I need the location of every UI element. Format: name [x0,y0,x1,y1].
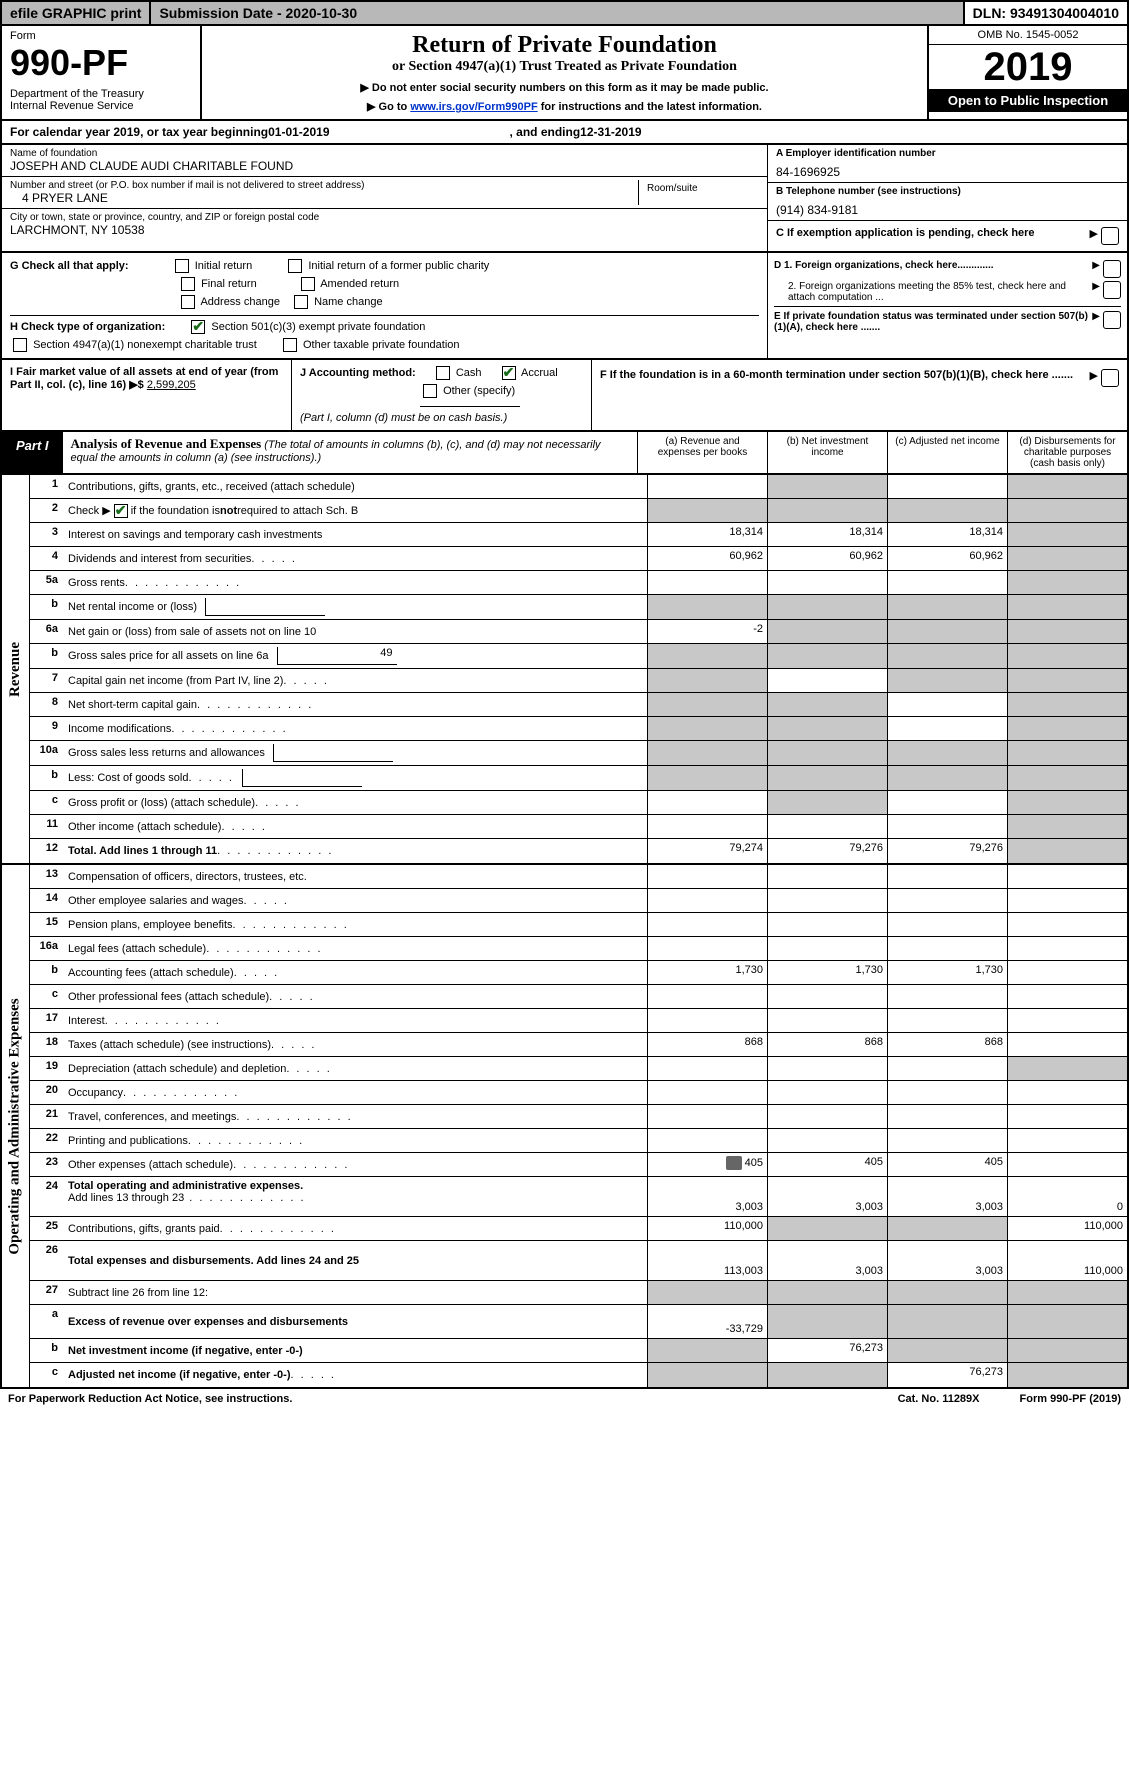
part-1-header: Part I Analysis of Revenue and Expenses … [0,432,1129,475]
col-c-header: (c) Adjusted net income [887,432,1007,473]
r2-checkbox[interactable] [114,504,128,518]
form-word: Form [10,30,192,42]
i-j-row: I Fair market value of all assets at end… [0,360,1129,432]
room-suite: Room/suite [639,180,759,205]
revenue-side-label: Revenue [2,475,30,863]
g-label: G Check all that apply: [10,260,129,272]
form-title: Return of Private Foundation [208,32,921,59]
col-d-header: (d) Disbursements for charitable purpose… [1007,432,1127,473]
j-cash[interactable] [436,366,450,380]
dept-1: Department of the Treasury [10,88,192,100]
g-address-change[interactable] [181,295,195,309]
e-checkbox[interactable] [1103,311,1121,329]
h-4947[interactable] [13,338,27,352]
omb-number: OMB No. 1545-0052 [929,26,1127,45]
note-2: ▶ Go to www.irs.gov/Form990PF for instru… [208,100,921,113]
c-pending-cell: C If exemption application is pending, c… [768,221,1127,251]
top-bar: efile GRAPHIC print Submission Date - 20… [0,0,1129,26]
dln: DLN: 93491304004010 [965,2,1127,24]
expenses-side-label: Operating and Administrative Expenses [2,865,30,1387]
header-mid: Return of Private Foundation or Section … [202,26,927,119]
d2-checkbox[interactable] [1103,281,1121,299]
foundation-name-cell: Name of foundation JOSEPH AND CLAUDE AUD… [2,145,767,177]
revenue-grid: Revenue 1Contributions, gifts, grants, e… [0,475,1129,865]
paperwork-notice: For Paperwork Reduction Act Notice, see … [8,1393,292,1405]
h-501c3[interactable] [191,320,205,334]
col-b-header: (b) Net investment income [767,432,887,473]
city-cell: City or town, state or province, country… [2,209,767,240]
calendar-year-row: For calendar year 2019, or tax year begi… [0,121,1129,145]
form-subtitle: or Section 4947(a)(1) Trust Treated as P… [208,59,921,75]
g-final-return[interactable] [181,277,195,291]
open-to-public: Open to Public Inspection [929,89,1127,112]
phone-cell: B Telephone number (see instructions) (9… [768,183,1127,221]
submission-date: Submission Date - 2020-10-30 [151,2,964,24]
check-section-g: G Check all that apply: Initial return I… [0,253,1129,360]
ein-cell: A Employer identification number 84-1696… [768,145,1127,183]
efile-label: efile GRAPHIC print [2,2,151,24]
c-checkbox[interactable] [1101,227,1119,245]
header-right: OMB No. 1545-0052 2019 Open to Public In… [927,26,1127,119]
form-ref: Form 990-PF (2019) [1020,1393,1121,1405]
info-block: Name of foundation JOSEPH AND CLAUDE AUD… [0,145,1129,253]
g-amended[interactable] [301,277,315,291]
col-a-header: (a) Revenue and expenses per books [637,432,767,473]
form-number: 990-PF [10,42,192,84]
attachment-icon[interactable] [726,1156,742,1170]
header-left: Form 990-PF Department of the Treasury I… [2,26,202,119]
h-label: H Check type of organization: [10,321,165,333]
irs-link[interactable]: www.irs.gov/Form990PF [410,101,537,113]
form-header: Form 990-PF Department of the Treasury I… [0,26,1129,121]
g-name-change[interactable] [294,295,308,309]
page-footer: For Paperwork Reduction Act Notice, see … [0,1389,1129,1409]
j-other[interactable] [423,384,437,398]
f-checkbox[interactable] [1101,369,1119,387]
j-accrual[interactable] [502,366,516,380]
tax-year: 2019 [929,45,1127,89]
d1-checkbox[interactable] [1103,260,1121,278]
cat-number: Cat. No. 11289X [898,1393,980,1405]
address-cell: Number and street (or P.O. box number if… [2,177,767,209]
dept-2: Internal Revenue Service [10,100,192,112]
g-initial-return[interactable] [175,259,189,273]
note-1: ▶ Do not enter social security numbers o… [208,81,921,94]
h-other-tax[interactable] [283,338,297,352]
g-initial-former[interactable] [288,259,302,273]
expenses-grid: Operating and Administrative Expenses 13… [0,865,1129,1389]
